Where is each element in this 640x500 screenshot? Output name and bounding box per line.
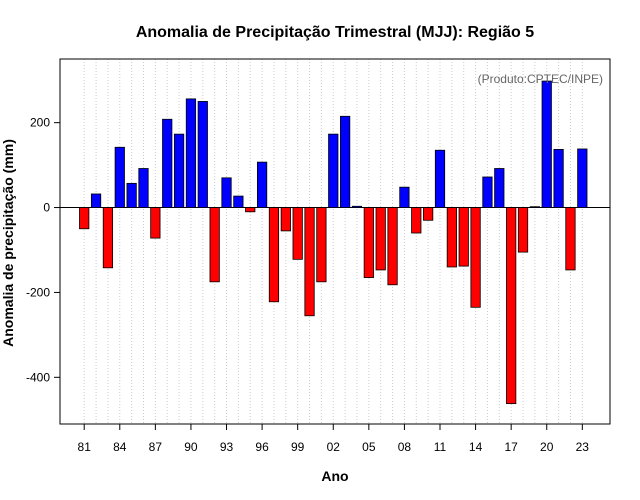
x-tick-label: 96 [255, 440, 269, 454]
x-tick-label: 93 [220, 440, 234, 454]
bar-2001 [316, 207, 327, 283]
bar-2002 [328, 133, 339, 208]
y-axis: -400 -200 0 200 [26, 116, 60, 384]
product-credit: (Produto:CPTEC/INPE) [478, 72, 603, 86]
bar-2017 [506, 207, 517, 405]
grid-lines [83, 59, 583, 424]
bar-1985 [126, 182, 137, 208]
bar-2011 [434, 149, 446, 208]
x-tick-label: 14 [469, 440, 483, 454]
bar-2020 [541, 80, 552, 208]
x-tick-label: 20 [540, 440, 554, 454]
bar-1984 [114, 146, 125, 208]
bar-1981 [79, 207, 90, 230]
bar-1999 [292, 207, 303, 260]
bar-2005 [363, 207, 374, 278]
bar-2023 [577, 148, 588, 208]
x-tick-label: 11 [434, 440, 447, 454]
bars [79, 80, 588, 405]
bar-1982 [90, 193, 102, 208]
bar-2019 [529, 206, 540, 208]
bar-2016 [494, 168, 505, 208]
x-axis-label: Ano [321, 468, 348, 484]
x-tick-label: 84 [113, 440, 127, 454]
bar-2022 [565, 207, 576, 271]
bar-1994 [233, 195, 244, 208]
bar-1993 [221, 177, 232, 208]
bar-2003 [340, 115, 351, 208]
bar-2015 [482, 176, 493, 208]
bar-2000 [304, 207, 315, 317]
bar-1990 [185, 98, 197, 208]
y-tick-label: -400 [26, 370, 50, 384]
bar-2010 [423, 207, 434, 221]
x-tick-label: 05 [362, 440, 376, 454]
bar-2008 [399, 186, 410, 208]
bar-2021 [553, 149, 564, 208]
bar-2007 [387, 207, 398, 286]
bar-2013 [458, 207, 469, 267]
bar-1988 [162, 118, 173, 208]
x-tick-label: 99 [291, 440, 305, 454]
bar-1997 [268, 207, 280, 303]
x-tick-label: 08 [398, 440, 412, 454]
plot-frame [59, 58, 611, 425]
x-tick-label: 81 [78, 440, 92, 454]
bar-2014 [470, 207, 481, 308]
bar-1986 [138, 168, 149, 208]
bar-2004 [351, 205, 363, 208]
y-tick-label: 200 [30, 116, 50, 130]
x-tick-label: 87 [149, 440, 163, 454]
y-tick-label: 0 [43, 201, 50, 215]
x-tick-label: 90 [184, 440, 198, 454]
bar-1983 [102, 207, 114, 269]
bar-2006 [375, 207, 386, 271]
bar-1987 [150, 207, 161, 239]
bar-2018 [517, 207, 529, 253]
bar-2009 [411, 207, 422, 234]
x-tick-label: 17 [504, 440, 518, 454]
x-axis: 81 84 87 90 93 96 99 02 05 08 11 14 17 20 23 [78, 424, 590, 454]
bar-1989 [173, 133, 185, 208]
bar-1996 [256, 161, 268, 208]
y-axis-label: Anomalia de precipitação (mm) [0, 139, 16, 347]
bar-1995 [245, 207, 256, 213]
y-tick-label: -200 [26, 285, 50, 299]
bar-2012 [446, 207, 457, 268]
bar-1991 [197, 101, 208, 208]
x-tick-label: 23 [576, 440, 590, 454]
chart-title: Anomalia de Precipitação Trimestral (MJJ… [136, 24, 534, 41]
bar-1992 [209, 207, 220, 283]
x-tick-label: 02 [327, 440, 341, 454]
bar-1998 [280, 207, 291, 232]
